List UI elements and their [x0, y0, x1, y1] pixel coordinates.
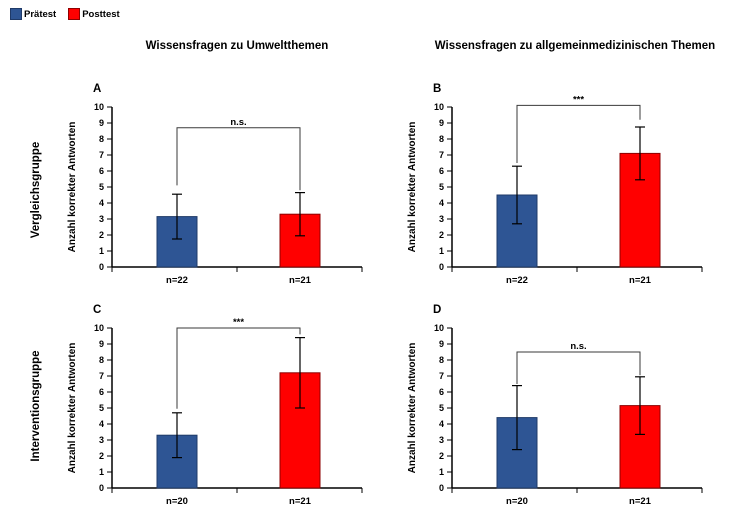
y-tick-label: 6	[439, 166, 444, 176]
column-title-allgemeinmedizinische-themen: Wissensfragen zu allgemeinmedizinischen …	[434, 40, 716, 52]
panel-d-chart: D Anzahl korrekter Antworten 0 1 2 3 4 5 6 7 8 9 10 n…	[407, 304, 703, 507]
y-tick-label: 8	[439, 134, 444, 144]
significance-label: ***	[233, 317, 244, 328]
y-axis-label: Anzahl korrekter Antworten	[67, 343, 78, 474]
posttest-legend-label: Posttest	[82, 8, 120, 20]
bar-pretest	[156, 216, 198, 268]
legend-item-posttest: Posttest	[68, 8, 120, 20]
category-label: n=20	[506, 496, 528, 507]
significance-bracket	[176, 327, 301, 409]
y-tick-label: 3	[439, 214, 444, 224]
y-tick-label: 6	[439, 387, 444, 397]
y-tick-label: 7	[99, 150, 104, 160]
panel-letter: A	[93, 83, 101, 95]
legend-item-praetest: Prätest	[10, 8, 56, 20]
y-tick-label: 6	[99, 387, 104, 397]
category-label: n=21	[629, 496, 652, 507]
category-label: n=22	[506, 275, 528, 286]
panel-letter: D	[433, 304, 441, 316]
y-tick-label: 9	[439, 339, 444, 349]
significance-label: n.s.	[230, 117, 246, 128]
y-tick-label: 0	[439, 483, 444, 493]
y-tick-label: 1	[439, 246, 444, 256]
y-tick-label: 0	[439, 262, 444, 272]
y-tick-label: 3	[99, 214, 104, 224]
category-label: n=22	[166, 275, 188, 286]
praetest-color-swatch	[10, 8, 22, 20]
y-tick-label: 5	[439, 182, 444, 192]
y-tick-label: 9	[99, 118, 104, 128]
y-tick-label: 2	[99, 451, 104, 461]
y-tick-label: 7	[99, 371, 104, 381]
significance-bracket	[176, 127, 301, 191]
y-tick-label: 10	[94, 323, 104, 333]
y-tick-label: 1	[99, 467, 104, 477]
panel-a-chart: A Anzahl korrekter Antworten 0 1 2 3 4 5 6 7 8 9 10 n…	[67, 83, 363, 286]
y-tick-label: 5	[439, 403, 444, 413]
panel-letter: B	[433, 83, 441, 95]
y-tick-label: 10	[94, 102, 104, 112]
panel-b-chart: B Anzahl korrekter Antworten 0 1 2 3 4 5 6 7 8 9 10 n…	[407, 83, 703, 286]
y-tick-label: 4	[439, 198, 444, 208]
category-label: n=21	[289, 275, 312, 286]
y-tick-label: 3	[439, 435, 444, 445]
y-tick-label: 9	[99, 339, 104, 349]
bar-pretest	[496, 417, 538, 489]
significance-label: n.s.	[570, 341, 586, 352]
y-tick-label: 10	[434, 323, 444, 333]
y-tick-label: 4	[99, 198, 104, 208]
y-tick-label: 0	[99, 483, 104, 493]
y-axis-label: Anzahl korrekter Antworten	[407, 343, 418, 474]
y-tick-label: 10	[434, 102, 444, 112]
y-tick-label: 7	[439, 150, 444, 160]
y-tick-label: 1	[439, 467, 444, 477]
row-label-vergleichsgruppe: Vergleichsgruppe	[30, 141, 42, 239]
row-label-interventionsgruppe: Interventionsgruppe	[30, 350, 42, 462]
significance-label: ***	[573, 94, 584, 105]
y-tick-label: 5	[99, 403, 104, 413]
y-tick-label: 1	[99, 246, 104, 256]
y-tick-label: 7	[439, 371, 444, 381]
y-tick-label: 5	[99, 182, 104, 192]
category-label: n=21	[629, 275, 652, 286]
y-tick-label: 4	[439, 419, 444, 429]
panel-letter: C	[93, 304, 101, 316]
y-tick-label: 3	[99, 435, 104, 445]
praetest-legend-label: Prätest	[24, 8, 57, 20]
y-axis-label: Anzahl korrekter Antworten	[67, 122, 78, 253]
legend: Prätest Posttest	[10, 8, 120, 20]
y-tick-label: 2	[439, 451, 444, 461]
panel-c-chart: C Anzahl korrekter Antworten 0 1 2 3 4 5 6 7 8 9 10 n…	[67, 304, 363, 507]
y-tick-label: 6	[99, 166, 104, 176]
column-title-umweltthemen: Wissensfragen zu Umweltthemen	[145, 40, 329, 52]
y-tick-label: 8	[99, 355, 104, 365]
y-axis-label: Anzahl korrekter Antworten	[407, 122, 418, 253]
significance-bracket	[516, 104, 641, 163]
category-label: n=20	[166, 496, 188, 507]
y-tick-label: 2	[439, 230, 444, 240]
y-tick-label: 8	[439, 355, 444, 365]
y-tick-label: 8	[99, 134, 104, 144]
posttest-color-swatch	[68, 8, 81, 20]
y-tick-label: 9	[439, 118, 444, 128]
y-tick-label: 0	[99, 262, 104, 272]
y-tick-label: 4	[99, 419, 104, 429]
significance-bracket	[516, 351, 641, 384]
category-label: n=21	[289, 496, 312, 507]
y-tick-label: 2	[99, 230, 104, 240]
